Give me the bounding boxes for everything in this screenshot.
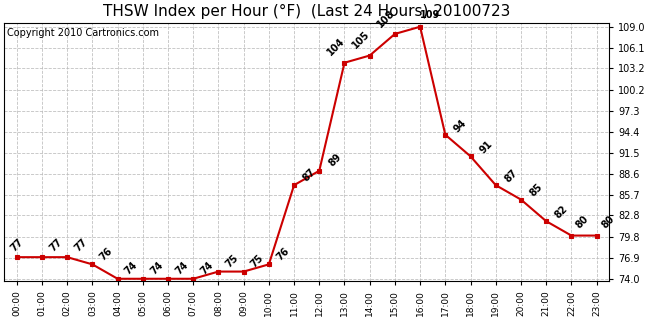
Text: 77: 77: [73, 237, 89, 254]
Text: 77: 77: [8, 237, 25, 254]
Text: 74: 74: [199, 260, 215, 276]
Text: 82: 82: [553, 204, 570, 220]
Text: 76: 76: [274, 245, 291, 262]
Text: 80: 80: [574, 214, 591, 231]
Text: Copyright 2010 Cartronics.com: Copyright 2010 Cartronics.com: [7, 28, 159, 38]
Text: 80: 80: [599, 214, 616, 231]
Text: 87: 87: [301, 166, 318, 183]
Text: 108: 108: [376, 7, 397, 29]
Text: 74: 74: [123, 260, 140, 276]
Text: 109: 109: [420, 10, 440, 20]
Text: 76: 76: [98, 245, 114, 262]
Text: 105: 105: [350, 29, 372, 51]
Text: 104: 104: [325, 36, 346, 58]
Text: 87: 87: [502, 168, 519, 184]
Text: 74: 74: [148, 260, 165, 276]
Text: 91: 91: [478, 139, 494, 156]
Text: 89: 89: [326, 152, 343, 169]
Text: 85: 85: [528, 182, 545, 199]
Text: 94: 94: [452, 117, 469, 134]
Text: 74: 74: [174, 260, 190, 276]
Text: 75: 75: [224, 253, 240, 269]
Text: 77: 77: [47, 237, 64, 254]
Title: THSW Index per Hour (°F)  (Last 24 Hours) 20100723: THSW Index per Hour (°F) (Last 24 Hours)…: [103, 4, 510, 19]
Text: 75: 75: [249, 253, 266, 269]
